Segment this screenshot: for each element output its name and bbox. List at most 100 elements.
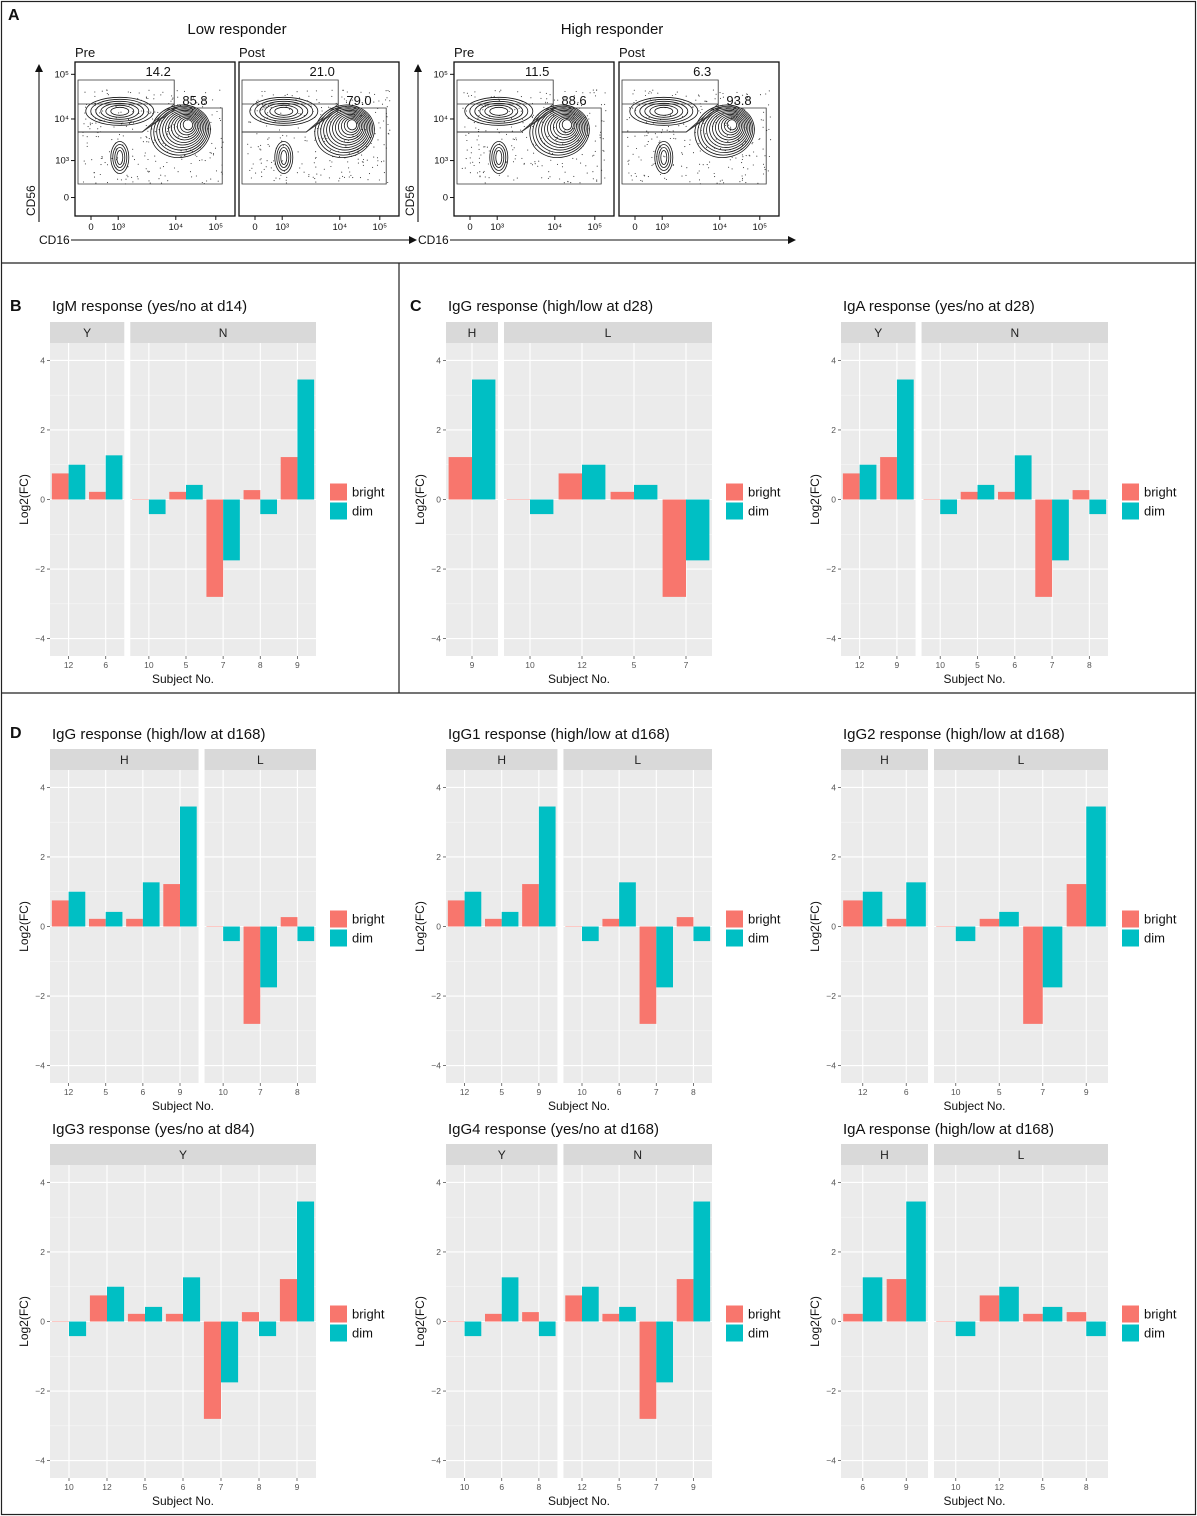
event-dot bbox=[635, 99, 637, 102]
event-dot bbox=[99, 112, 101, 114]
event-dot bbox=[745, 182, 747, 184]
y-tick-label: 4 bbox=[436, 782, 441, 792]
event-dot bbox=[267, 144, 269, 146]
event-dot bbox=[278, 129, 281, 131]
event-dot bbox=[136, 176, 138, 178]
event-dot bbox=[523, 125, 525, 128]
legend-label-dim: dim bbox=[1144, 1326, 1165, 1341]
event-dot bbox=[256, 101, 258, 103]
event-dot bbox=[712, 89, 714, 91]
event-dot bbox=[137, 163, 139, 165]
x-tick-label: 6 bbox=[140, 1087, 145, 1097]
event-dot bbox=[376, 157, 379, 159]
event-dot bbox=[167, 180, 169, 182]
x-tick-label: 6 bbox=[181, 1482, 186, 1492]
event-dot bbox=[762, 148, 764, 150]
bar-chart-igm_d14: IgM response (yes/no at d14) Y 12 6 N 10 5 7 8 9 4… bbox=[17, 298, 385, 686]
event-dot bbox=[250, 146, 252, 148]
density-contour bbox=[114, 147, 126, 168]
chart-title: IgG3 response (yes/no at d84) bbox=[52, 1121, 255, 1138]
y-tick-label: −2 bbox=[826, 1386, 836, 1396]
flow-plot-3: Post 6.3 93.8 0 10³ 10⁴ 10⁵ bbox=[618, 45, 780, 233]
bar-dim-subject-5 bbox=[999, 911, 1019, 927]
event-dot bbox=[689, 181, 691, 183]
event-dot bbox=[282, 145, 284, 147]
event-dot bbox=[387, 123, 389, 126]
x-tick-label: 10 bbox=[144, 660, 154, 670]
y-tick-label: −2 bbox=[431, 991, 441, 1001]
event-dot bbox=[461, 167, 463, 169]
event-dot bbox=[520, 96, 522, 98]
x-tick-label: 9 bbox=[295, 1482, 300, 1492]
event-dot bbox=[142, 141, 144, 143]
x-tick-label: 0 bbox=[88, 222, 93, 233]
legend-label-dim: dim bbox=[352, 931, 373, 946]
x-tick-label: 12 bbox=[64, 1087, 74, 1097]
bar-bright-subject-8 bbox=[676, 917, 694, 927]
bar-dim-subject-6 bbox=[105, 455, 123, 500]
event-dot bbox=[284, 94, 286, 96]
event-dot bbox=[768, 104, 770, 106]
event-dot bbox=[252, 163, 254, 165]
event-dot bbox=[647, 132, 649, 134]
event-dot bbox=[714, 98, 716, 100]
x-tick-label: 7 bbox=[221, 660, 226, 670]
y-tick-label: 0 bbox=[443, 193, 448, 204]
bar-bright-subject-7 bbox=[203, 1321, 221, 1419]
event-dot bbox=[308, 175, 310, 178]
event-dot bbox=[563, 182, 565, 184]
event-dot bbox=[298, 97, 301, 99]
density-contour bbox=[274, 141, 294, 174]
density-contour bbox=[720, 116, 741, 136]
event-dot bbox=[211, 114, 213, 116]
event-dot bbox=[140, 137, 142, 139]
event-dot bbox=[257, 146, 259, 148]
event-dot bbox=[100, 164, 102, 166]
event-dot bbox=[474, 96, 476, 98]
density-contour bbox=[489, 106, 509, 116]
event-dot bbox=[676, 91, 678, 93]
event-dot bbox=[315, 151, 317, 153]
density-contour bbox=[700, 107, 752, 153]
x-tick-label: 10⁵ bbox=[753, 222, 768, 233]
bar-bright-subject-8 bbox=[522, 1312, 539, 1322]
event-dot bbox=[115, 148, 117, 150]
event-dot bbox=[726, 135, 728, 137]
x-tick-label: 10 bbox=[577, 1087, 587, 1097]
event-dot bbox=[699, 112, 702, 114]
legend-swatch-dim bbox=[1122, 502, 1139, 520]
x-tick-label: 9 bbox=[691, 1482, 696, 1492]
event-dot bbox=[532, 114, 534, 116]
event-dot bbox=[180, 155, 182, 158]
bar-bright-subject-6 bbox=[602, 918, 620, 927]
event-dot bbox=[671, 94, 673, 97]
event-dot bbox=[548, 171, 550, 173]
y-axis-label: Log2(FC) bbox=[17, 901, 31, 952]
legend-label-dim: dim bbox=[748, 504, 769, 519]
event-dot bbox=[739, 181, 741, 183]
event-dot bbox=[347, 161, 349, 163]
event-dot bbox=[268, 137, 270, 139]
event-dot bbox=[588, 118, 590, 120]
facet-strip-label: H bbox=[880, 1148, 889, 1162]
event-dot bbox=[547, 177, 549, 179]
gate-cd56-dim bbox=[77, 107, 223, 185]
y-tick-label: −2 bbox=[431, 564, 441, 574]
event-dot bbox=[487, 163, 489, 165]
y-tick-label: −4 bbox=[431, 1061, 441, 1071]
bar-dim-subject-10 bbox=[223, 926, 240, 942]
event-dot bbox=[675, 138, 677, 140]
event-dot bbox=[464, 167, 466, 169]
event-dot bbox=[131, 176, 133, 178]
density-contour bbox=[274, 106, 294, 116]
event-dot bbox=[190, 162, 192, 165]
event-dot bbox=[219, 119, 222, 122]
event-dot bbox=[698, 95, 700, 97]
event-dot bbox=[744, 174, 746, 176]
gate-percent-dim: 93.8 bbox=[726, 93, 751, 108]
event-dot bbox=[646, 130, 648, 132]
x-tick-label: 6 bbox=[617, 1087, 622, 1097]
event-dot bbox=[264, 90, 266, 92]
